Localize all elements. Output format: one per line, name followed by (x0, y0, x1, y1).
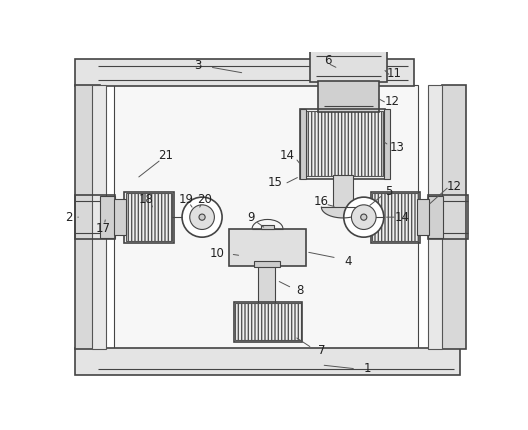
Bar (428, 197, 443, 238)
Bar (428, 86, 441, 349)
Text: 10: 10 (209, 247, 224, 260)
Text: 12: 12 (446, 180, 461, 193)
Bar (92, 86, 106, 349)
Text: 19: 19 (179, 193, 194, 206)
Text: 2: 2 (65, 211, 73, 224)
Text: 21: 21 (158, 149, 173, 162)
Text: 1: 1 (364, 362, 371, 375)
Bar (233, 302, 302, 342)
Text: 13: 13 (390, 141, 404, 154)
Bar (75, 348, 460, 375)
Circle shape (182, 197, 222, 237)
Bar (300, 109, 385, 178)
Text: 5: 5 (385, 185, 393, 198)
Text: 7: 7 (318, 344, 325, 357)
Bar (384, 109, 390, 178)
Bar (300, 109, 306, 178)
Text: 4: 4 (345, 255, 352, 267)
Text: 6: 6 (324, 54, 332, 68)
Text: 18: 18 (138, 193, 153, 206)
Text: 20: 20 (197, 193, 212, 206)
Bar (114, 200, 126, 235)
Text: 8: 8 (296, 284, 304, 297)
Circle shape (190, 205, 214, 230)
Text: 12: 12 (385, 95, 400, 108)
Bar (428, 195, 468, 240)
Text: 9: 9 (247, 211, 254, 224)
Bar (235, 304, 300, 341)
Bar (253, 261, 280, 267)
Bar (75, 86, 100, 349)
Polygon shape (322, 207, 364, 218)
Bar (302, 111, 383, 176)
Bar (441, 86, 466, 349)
Bar (75, 59, 414, 86)
Bar (124, 192, 174, 243)
Text: 14: 14 (279, 149, 294, 162)
Bar (126, 193, 172, 241)
Bar (261, 225, 274, 229)
Text: 16: 16 (314, 195, 329, 208)
Bar (372, 193, 418, 241)
Bar (229, 229, 306, 266)
Bar (417, 200, 429, 235)
Text: 14: 14 (395, 211, 410, 224)
Text: 17: 17 (95, 222, 110, 235)
Bar (75, 195, 115, 240)
Bar (310, 50, 387, 83)
Bar (258, 263, 275, 306)
Circle shape (199, 214, 205, 220)
Bar (333, 175, 353, 207)
Bar (100, 197, 115, 238)
Bar (114, 86, 419, 349)
Bar (317, 81, 379, 112)
Circle shape (352, 205, 376, 230)
Bar (371, 192, 420, 243)
Text: 15: 15 (268, 176, 282, 189)
Text: 11: 11 (387, 67, 402, 80)
Circle shape (361, 214, 367, 220)
Text: 3: 3 (194, 59, 202, 72)
Circle shape (344, 197, 384, 237)
